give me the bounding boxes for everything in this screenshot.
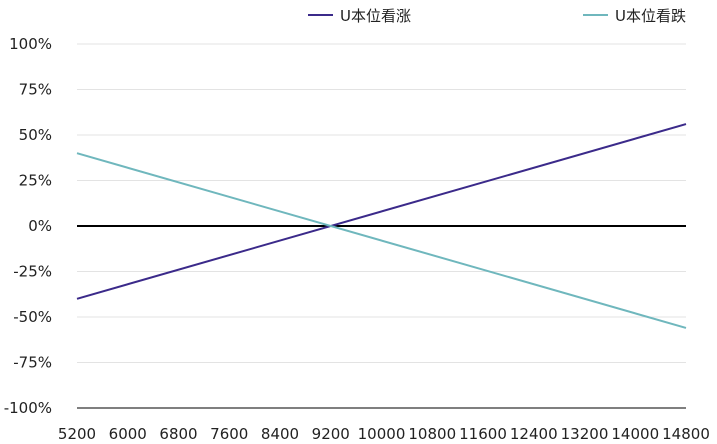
x-tick-label: 6000 [109,425,147,443]
series-line-1 [76,123,687,300]
y-tick-label: -100% [4,399,52,417]
x-tick-label: 9200 [312,425,350,443]
x-tick-label: 12400 [510,425,558,443]
x-tick-label: 7600 [210,425,248,443]
x-tick-label: 11600 [459,425,507,443]
series-lines [76,123,687,329]
x-tick-label: 13200 [561,425,609,443]
y-tick-label: -50% [13,308,52,326]
x-tick-label: 5200 [58,425,96,443]
x-tick-label: 6800 [159,425,197,443]
legend-label-2: U本位看跌 [615,7,686,25]
y-tick-label: 25% [19,172,52,190]
y-tick-label: -25% [13,263,52,281]
y-tick-label: 100% [9,35,52,53]
grid-lines [77,43,686,363]
y-tick-label: 0% [28,217,52,235]
legend: U本位看涨 U本位看跌 [308,7,686,25]
y-tick-label: 75% [19,81,52,99]
x-tick-label: 10800 [408,425,456,443]
x-tick-label: 10000 [358,425,406,443]
x-axis: 5200 6000 6800 7600 8400 9200 10000 10800 11600 1… [58,425,710,443]
series-line-2 [76,152,687,329]
y-tick-label: 50% [19,126,52,144]
x-tick-label: 14800 [662,425,710,443]
reference-lines [77,225,686,409]
y-tick-label: -75% [13,354,52,372]
x-tick-label: 14000 [611,425,659,443]
legend-label-1: U本位看涨 [340,7,411,25]
y-axis: 100% 75% 50% 25% 0% -25% -50% -75% -100% [4,35,52,417]
x-tick-label: 8400 [261,425,299,443]
